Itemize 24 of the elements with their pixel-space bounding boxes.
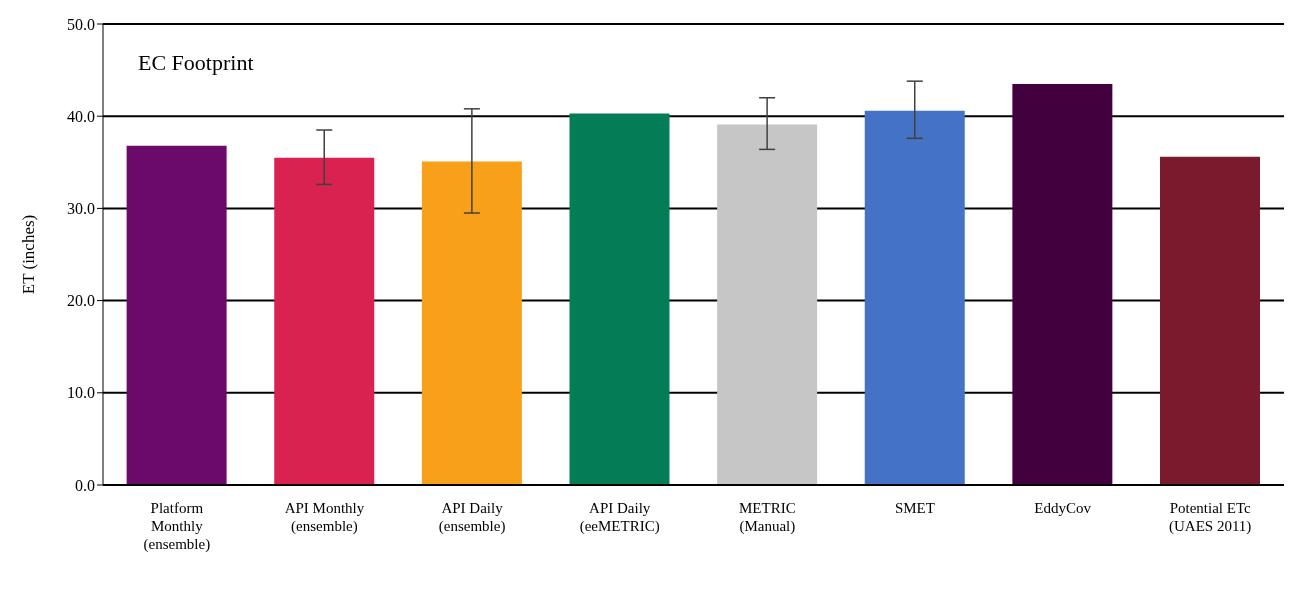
- bar: [864, 110, 965, 485]
- bar: [717, 124, 818, 485]
- x-tick-label: API Daily (ensemble): [438, 500, 506, 535]
- x-tick-label: API Monthly (ensemble): [284, 500, 365, 535]
- x-tick-label: API Daily (eeMETRIC): [579, 500, 660, 535]
- bar: [569, 113, 670, 485]
- y-axis-title: ET (inches): [19, 214, 39, 295]
- bar: [1159, 156, 1260, 485]
- x-tick-label: METRIC (Manual): [738, 500, 796, 535]
- x-tick-label: Platform Monthly (ensemble): [143, 500, 211, 553]
- y-tick-label: 50.0: [67, 15, 95, 33]
- bar: [274, 157, 375, 485]
- x-tick-label: SMET: [894, 500, 935, 516]
- bar: [126, 145, 227, 485]
- y-tick-label: 0.0: [75, 476, 95, 494]
- x-tick-label: EddyCov: [1034, 500, 1092, 516]
- bar: [1012, 83, 1113, 485]
- y-tick-label: 40.0: [67, 107, 95, 125]
- y-tick-label: 30.0: [67, 200, 95, 218]
- bar: [421, 161, 522, 485]
- y-tick-label: 10.0: [67, 384, 95, 402]
- annotation: EC Footprint: [138, 50, 254, 76]
- y-tick-label: 20.0: [67, 292, 95, 310]
- x-tick-label: Potential ETc (UAES 2011): [1169, 500, 1252, 535]
